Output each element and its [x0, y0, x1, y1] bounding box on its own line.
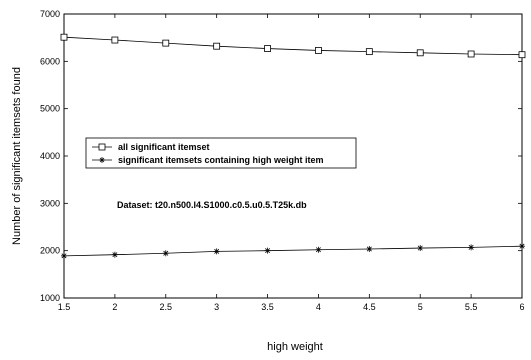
- data-point: [213, 248, 220, 255]
- y-tick-label: 5000: [40, 104, 60, 114]
- x-tick-label: 3.5: [261, 302, 274, 312]
- data-point: [60, 33, 68, 41]
- data-point: [61, 252, 67, 259]
- data-point: [213, 42, 221, 50]
- data-point: [468, 244, 475, 251]
- x-tick-label: 2.5: [160, 302, 173, 312]
- x-tick-label: 2: [112, 302, 117, 312]
- y-tick-label: 6000: [40, 56, 60, 66]
- ticks-layer: 1.5 2 2.5 3 3.5 4 4.5 5 5.5 6 1000 2000 3000 4000 5000…: [40, 9, 525, 312]
- series-all-significant-itemset: [60, 33, 526, 59]
- y-tick-label: 4000: [40, 151, 60, 161]
- y-tick-label: 7000: [40, 9, 60, 19]
- data-point: [315, 246, 322, 253]
- data-point: [162, 250, 169, 257]
- x-tick-label: 4.5: [363, 302, 376, 312]
- data-point: [416, 49, 424, 57]
- data-point: [519, 243, 525, 250]
- data-point: [467, 50, 475, 58]
- x-tick-label: 1.5: [58, 302, 71, 312]
- data-point: [518, 51, 526, 59]
- legend-box: [85, 137, 357, 169]
- x-tick-label: 5.5: [465, 302, 478, 312]
- dataset-annotation: Dataset: t20.n500.l4.S1000.c0.5.u0.5.T25…: [117, 200, 307, 210]
- x-tick-label: 6: [519, 302, 524, 312]
- legend-marker-square: [98, 143, 106, 151]
- y-tick-label: 1000: [40, 293, 60, 303]
- data-point: [417, 245, 424, 252]
- legend-label-all-itemsets: all significant itemset: [118, 142, 210, 152]
- y-tick-label: 2000: [40, 246, 60, 256]
- data-point: [366, 246, 373, 253]
- data-point: [365, 48, 373, 56]
- data-point: [111, 251, 118, 258]
- x-tick-label: 4: [316, 302, 321, 312]
- y-tick-label: 3000: [40, 198, 60, 208]
- data-point: [264, 247, 271, 254]
- data-point: [111, 36, 119, 44]
- series-line: [63, 245, 523, 257]
- x-tick-label: 3: [214, 302, 219, 312]
- data-point: [315, 47, 322, 54]
- x-tick-label: 5: [418, 302, 423, 312]
- series-layer: [60, 33, 526, 259]
- data-point: [264, 45, 271, 52]
- y-axis-label: Number of significant itemsets found: [11, 67, 23, 245]
- legend-marker-star: [99, 157, 105, 163]
- data-point: [162, 39, 170, 47]
- x-axis-label: high weight: [267, 341, 323, 353]
- legend: all significant itemset significant item…: [85, 137, 357, 169]
- series-high-weight-itemsets: [61, 243, 525, 259]
- series-line: [63, 36, 523, 56]
- legend-label-high-weight: significant itemsets containing high wei…: [118, 155, 324, 165]
